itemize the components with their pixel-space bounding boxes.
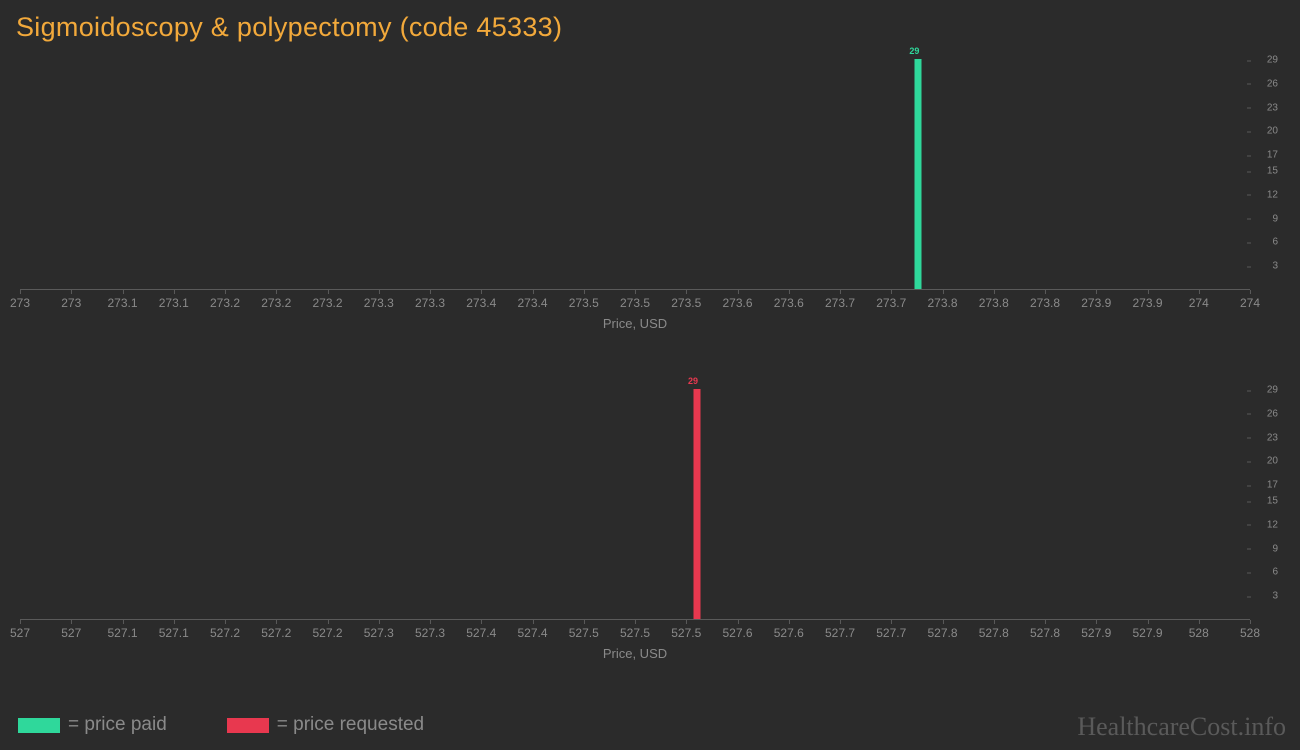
x-tick: 273.2 (312, 296, 342, 310)
x-tick: 527.3 (415, 626, 445, 640)
x-tick: 273.4 (466, 296, 496, 310)
x-tick: 273.8 (979, 296, 1009, 310)
legend-swatch-paid (18, 718, 60, 733)
x-tick: 273.4 (517, 296, 547, 310)
y-tick: 26 (1253, 78, 1278, 89)
bar-price-requested: 29 (693, 389, 700, 619)
x-tick: 527.9 (1081, 626, 1111, 640)
y-tick: 12 (1253, 519, 1278, 530)
x-tick: 273.7 (825, 296, 855, 310)
x-tick: 527.3 (364, 626, 394, 640)
bar-price-paid-label: 29 (909, 46, 919, 56)
x-tick: 273.1 (107, 296, 137, 310)
x-tick: 273.9 (1081, 296, 1111, 310)
page-title: Sigmoidoscopy & polypectomy (code 45333) (0, 0, 1300, 43)
x-tick: 527.2 (210, 626, 240, 640)
x-tick: 273.3 (415, 296, 445, 310)
x-tick: 273.5 (671, 296, 701, 310)
x-tick: 527.8 (979, 626, 1009, 640)
legend: = price paid = price requested (18, 714, 424, 736)
x-ticks-bottom: 527527527.1527.1527.2527.2527.2527.3527.… (20, 620, 1250, 640)
chart-price-requested: 29 36912151720232629 Number of services … (20, 390, 1250, 661)
y-tick: 17 (1253, 150, 1278, 161)
x-tick: 527.4 (517, 626, 547, 640)
y-tick: 6 (1253, 237, 1278, 248)
bar-price-requested-label: 29 (688, 376, 698, 386)
y-tick: 12 (1253, 189, 1278, 200)
x-tick: 527.7 (825, 626, 855, 640)
x-tick: 527 (61, 626, 81, 640)
y-tick: 9 (1253, 213, 1278, 224)
x-axis-label-top: Price, USD (20, 316, 1250, 331)
x-tick: 527.4 (466, 626, 496, 640)
x-tick: 527.7 (876, 626, 906, 640)
y-tick: 29 (1253, 55, 1278, 66)
legend-item-requested: = price requested (227, 714, 424, 736)
x-tick: 273.7 (876, 296, 906, 310)
x-tick: 527.2 (312, 626, 342, 640)
y-tick: 9 (1253, 543, 1278, 554)
x-tick: 273.8 (1030, 296, 1060, 310)
plot-area-bottom: 29 36912151720232629 Number of services … (20, 390, 1250, 620)
x-ticks-top: 273273273.1273.1273.2273.2273.2273.3273.… (20, 290, 1250, 310)
y-tick: 3 (1253, 261, 1278, 272)
y-tick: 3 (1253, 591, 1278, 602)
x-tick: 527.5 (620, 626, 650, 640)
y-tick: 15 (1253, 496, 1278, 507)
chart-price-paid: 29 36912151720232629 Number of services … (20, 60, 1250, 331)
x-tick: 273.6 (722, 296, 752, 310)
y-tick: 26 (1253, 408, 1278, 419)
legend-label-requested: = price requested (277, 714, 424, 736)
x-tick: 274 (1189, 296, 1209, 310)
x-tick: 527.5 (569, 626, 599, 640)
legend-swatch-requested (227, 718, 269, 733)
x-tick: 527.6 (774, 626, 804, 640)
x-tick: 273.3 (364, 296, 394, 310)
y-tick: 17 (1253, 480, 1278, 491)
x-tick: 527.8 (1030, 626, 1060, 640)
y-ticks-bottom: 36912151720232629 (1253, 390, 1278, 620)
legend-item-paid: = price paid (18, 714, 167, 736)
x-tick: 273.2 (210, 296, 240, 310)
x-tick: 527.8 (927, 626, 957, 640)
y-tick: 29 (1253, 385, 1278, 396)
x-tick: 273 (10, 296, 30, 310)
plot-area-top: 29 36912151720232629 Number of services … (20, 60, 1250, 290)
x-tick: 274 (1240, 296, 1260, 310)
watermark: HealthcareCost.info (1077, 712, 1286, 742)
y-tick: 23 (1253, 432, 1278, 443)
bar-price-paid: 29 (914, 59, 921, 289)
y-ticks-top: 36912151720232629 (1253, 60, 1278, 290)
y-tick: 6 (1253, 567, 1278, 578)
x-tick: 273.5 (569, 296, 599, 310)
x-tick: 273.9 (1132, 296, 1162, 310)
x-tick: 528 (1189, 626, 1209, 640)
x-tick: 527.1 (159, 626, 189, 640)
x-tick: 527.6 (722, 626, 752, 640)
x-tick: 527.2 (261, 626, 291, 640)
y-tick: 23 (1253, 102, 1278, 113)
x-tick: 273 (61, 296, 81, 310)
x-tick: 527.5 (671, 626, 701, 640)
x-tick: 528 (1240, 626, 1260, 640)
y-tick: 20 (1253, 456, 1278, 467)
x-tick: 527.9 (1132, 626, 1162, 640)
legend-label-paid: = price paid (68, 714, 167, 736)
x-tick: 273.1 (159, 296, 189, 310)
x-tick: 273.6 (774, 296, 804, 310)
y-tick: 20 (1253, 126, 1278, 137)
x-tick: 273.2 (261, 296, 291, 310)
x-axis-label-bottom: Price, USD (20, 646, 1250, 661)
x-tick: 527.1 (107, 626, 137, 640)
x-tick: 273.8 (927, 296, 957, 310)
x-tick: 527 (10, 626, 30, 640)
x-tick: 273.5 (620, 296, 650, 310)
y-tick: 15 (1253, 166, 1278, 177)
